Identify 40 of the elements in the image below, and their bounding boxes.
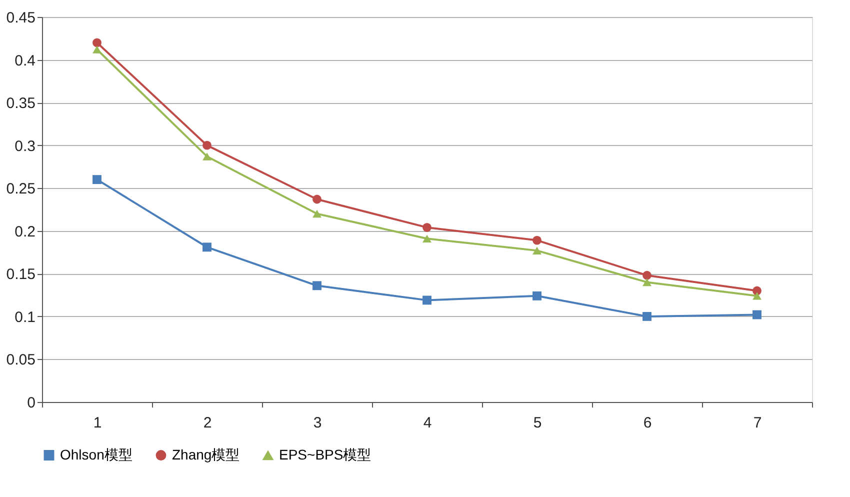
point	[532, 236, 542, 245]
point	[422, 296, 432, 305]
y-tick-label: 0.15	[6, 266, 36, 284]
x-tick-label: 7	[753, 414, 762, 432]
legend-label: Zhang模型	[172, 446, 240, 462]
point	[642, 270, 652, 280]
y-tick-label: 0.1	[14, 308, 36, 326]
x-tick-label: 5	[533, 414, 542, 432]
point	[202, 140, 212, 150]
point	[642, 312, 652, 321]
point	[202, 152, 212, 160]
x-tick-label: 1	[93, 414, 102, 432]
x-tick-label: 6	[643, 414, 652, 432]
point	[312, 281, 322, 290]
point	[752, 310, 762, 320]
point	[422, 234, 432, 242]
point	[92, 175, 102, 184]
x-tick-label: 2	[203, 414, 212, 432]
point	[532, 246, 542, 254]
y-tick-label: 0.3	[14, 138, 36, 155]
y-tick-label: 0.4	[14, 52, 36, 70]
legend-label: Ohlson模型	[60, 446, 132, 462]
point	[92, 46, 102, 54]
point	[422, 223, 432, 232]
point	[92, 38, 102, 48]
y-tick-label: 0.25	[6, 180, 36, 198]
point	[312, 194, 322, 204]
y-tick-label: 0.35	[6, 95, 36, 112]
y-tick-label: 0.2	[14, 223, 36, 240]
x-tick-label: 4	[423, 414, 432, 432]
legend-label: EPS~BPS模型	[279, 446, 372, 462]
point	[642, 278, 652, 286]
point	[752, 292, 762, 300]
y-tick-label: 0.45	[6, 10, 36, 26]
point	[202, 242, 212, 252]
x-tick-label: 3	[313, 414, 322, 432]
point	[532, 291, 542, 300]
y-tick-label: 0.05	[6, 352, 36, 369]
point	[312, 210, 322, 218]
y-tick-label: 0	[27, 394, 36, 412]
